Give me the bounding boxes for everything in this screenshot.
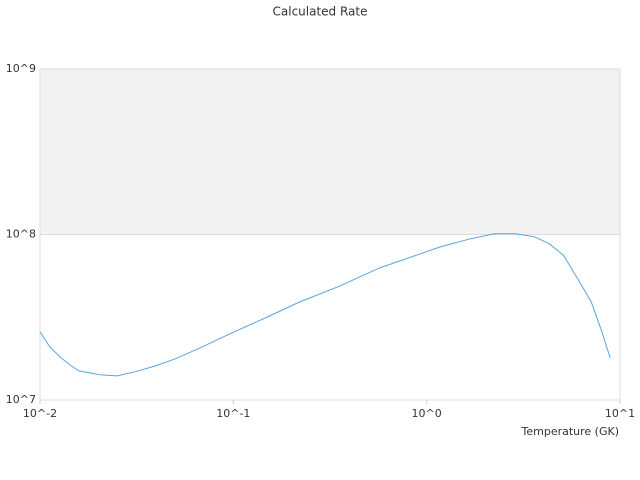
chart-title: Calculated Rate bbox=[273, 5, 368, 19]
y-tick-label: 10^7 bbox=[6, 393, 36, 406]
plot-border bbox=[39, 68, 621, 401]
x-tick-label: 10^-1 bbox=[216, 407, 250, 420]
x-axis-label: Temperature (GK) bbox=[521, 425, 620, 438]
x-tick-label: 10^-2 bbox=[23, 407, 57, 420]
y-tick-label: 10^8 bbox=[6, 228, 36, 241]
x-tick-label: 10^1 bbox=[605, 407, 635, 420]
data-line bbox=[39, 233, 611, 377]
y-tick-label: 10^9 bbox=[6, 62, 36, 75]
x-tick-label: 10^0 bbox=[412, 407, 442, 420]
grid-band bbox=[40, 69, 620, 235]
